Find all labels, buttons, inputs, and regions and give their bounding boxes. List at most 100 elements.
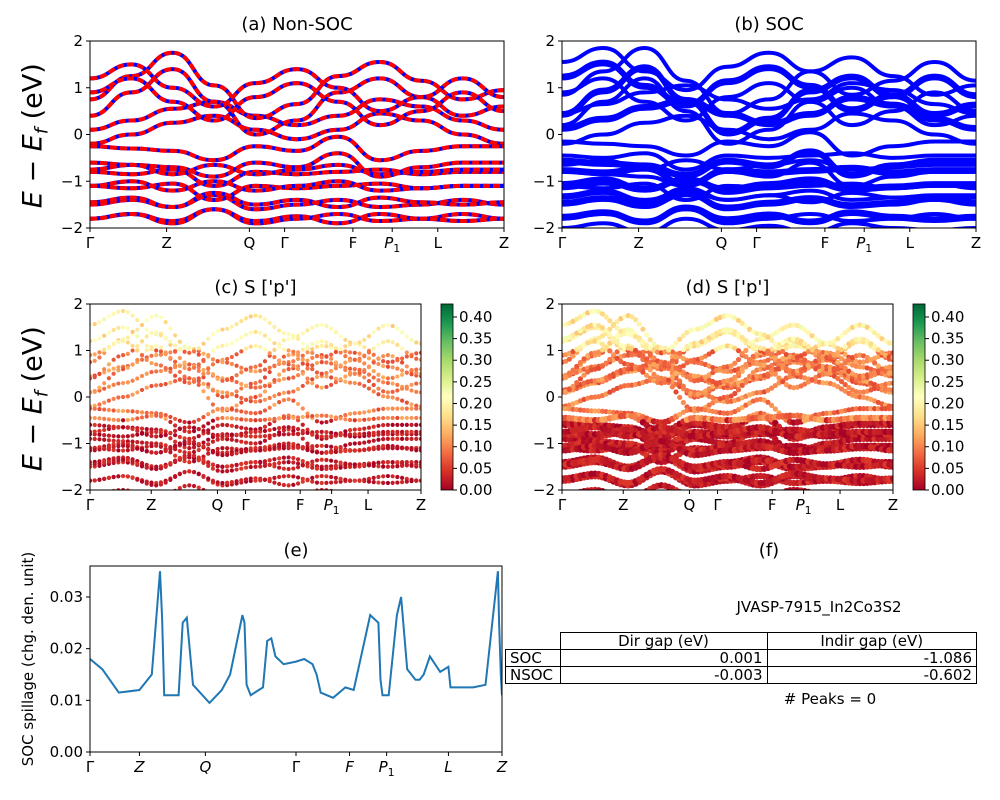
band-point [159, 496, 163, 500]
panel-e: 0.000.010.020.03Γ Z Q Γ F P1 L Z [50, 565, 508, 779]
band-point [409, 388, 414, 393]
band-point [754, 496, 760, 502]
band-point [201, 341, 206, 346]
band-point [347, 441, 353, 447]
band-point [229, 437, 234, 442]
band-point [295, 426, 301, 432]
band-point [196, 376, 201, 381]
band-point [362, 345, 367, 350]
band-point [173, 349, 178, 354]
band-point [409, 429, 414, 434]
band-point [149, 482, 154, 487]
band-point [385, 376, 390, 381]
band-point [362, 410, 367, 415]
band-point [632, 494, 638, 500]
band-point [769, 367, 775, 374]
band-point [262, 359, 268, 364]
band-line-down [90, 151, 504, 179]
colorbar-tick-label: 0.15 [931, 416, 964, 434]
band-point [139, 357, 145, 362]
band-point [267, 395, 272, 401]
band-point [277, 344, 282, 349]
band-point [111, 371, 116, 376]
band-point [125, 408, 130, 414]
band-point [234, 321, 239, 327]
ytick-label: 2 [545, 295, 555, 313]
table-header-indir: Indir gap (eV) [766, 632, 977, 650]
band-point [399, 436, 405, 441]
band-point [414, 351, 419, 356]
band-point [135, 357, 140, 363]
ytick-label: 0.00 [50, 743, 83, 761]
band-point [220, 480, 225, 486]
band-point [357, 441, 362, 446]
xtick-label: Z [416, 496, 426, 514]
band-point [295, 366, 301, 372]
xtick-label: Q [684, 496, 696, 514]
band-point [399, 429, 405, 434]
band-point [329, 356, 334, 361]
band-point [154, 466, 159, 472]
band-point [314, 474, 320, 479]
band-point [286, 443, 291, 448]
band-point [182, 484, 187, 489]
band-point [243, 433, 249, 439]
band-point [362, 375, 367, 380]
band-point [239, 349, 244, 354]
band-point [135, 390, 140, 395]
band-point [191, 349, 197, 354]
band-point [253, 385, 258, 390]
band-point [116, 408, 121, 413]
band-point [599, 333, 606, 339]
band-point [191, 379, 197, 384]
band-point [286, 432, 291, 437]
band-point [206, 442, 211, 447]
band-point [144, 327, 149, 332]
band-point [599, 311, 606, 317]
band-point [614, 355, 620, 362]
band-point [139, 387, 145, 393]
band-point [629, 328, 635, 334]
xtick-label: Γ [558, 234, 567, 252]
band-point [372, 494, 376, 498]
band-point [872, 344, 878, 350]
band-point [835, 359, 841, 365]
xtick-label: Γ [752, 234, 761, 252]
band-point [310, 449, 315, 454]
band-point [163, 319, 168, 325]
band-point [125, 448, 130, 453]
band-point [324, 413, 329, 418]
band-point [102, 460, 107, 465]
band-point [409, 479, 414, 484]
band-point [154, 353, 159, 358]
band-point [215, 389, 220, 394]
band-line-down [90, 111, 504, 146]
band-point [229, 324, 234, 329]
band-point [570, 383, 576, 389]
band-point [253, 364, 258, 369]
band-point [286, 353, 291, 358]
band-point [173, 488, 178, 490]
colorbar-tick-label: 0.35 [459, 330, 492, 348]
band-point [215, 433, 220, 439]
ytick-label: 1 [545, 79, 555, 97]
band-point [324, 434, 329, 439]
band-point [735, 331, 742, 337]
band-point [647, 359, 653, 365]
band-point [404, 400, 409, 405]
band-point [706, 492, 712, 498]
band-point [381, 380, 386, 385]
band-point [281, 361, 286, 366]
band-point [102, 491, 106, 495]
band-point [890, 380, 893, 386]
band-point [329, 418, 334, 423]
band-point [395, 326, 400, 331]
band-point [253, 313, 258, 318]
band-point [177, 369, 182, 375]
band-point [135, 343, 140, 349]
band-point [409, 402, 414, 407]
band-point [191, 365, 197, 370]
panel-f-title: (f) [758, 540, 780, 561]
xtick-label: L [836, 496, 845, 514]
band-point [267, 365, 272, 370]
